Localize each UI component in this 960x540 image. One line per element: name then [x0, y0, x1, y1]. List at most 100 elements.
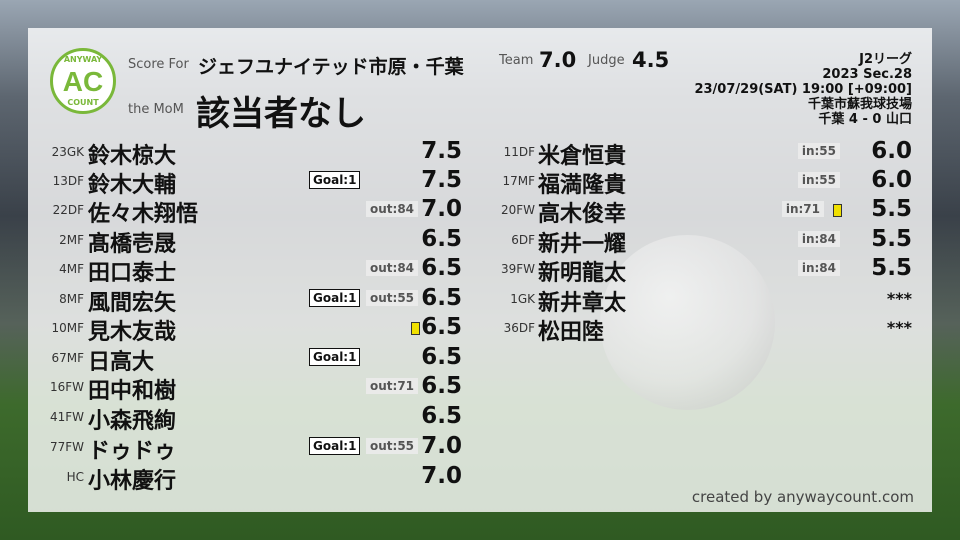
sub-position: 36DF — [503, 321, 535, 335]
player-name: 小森飛絢 — [88, 409, 177, 434]
sub-out-badge: out:55 — [366, 290, 419, 306]
player-row: 22DF 佐々木翔悟 out:84 7.0 — [0, 196, 470, 227]
player-score: 6.5 — [421, 226, 462, 252]
sub-in-badge: in:84 — [797, 260, 840, 276]
player-score: 7.0 — [421, 196, 462, 222]
player-score: 6.5 — [421, 373, 462, 399]
player-name: 鈴木椋大 — [88, 144, 177, 169]
sub-name: 松田陸 — [538, 320, 605, 345]
player-score: 6.5 — [421, 344, 462, 370]
sub-position: 20FW — [500, 203, 535, 217]
judge-label: Judge — [588, 53, 625, 68]
sub-position: 6DF — [511, 233, 535, 247]
player-name: 小林慶行 — [88, 469, 177, 494]
player-position: 23GK — [51, 145, 84, 159]
player-row: 8MF 風間宏矢 Goal:1 out:55 6.5 — [0, 285, 470, 316]
player-score: 7.5 — [421, 138, 462, 164]
team-name: ジェフユナイテッド市原・千葉 — [198, 56, 464, 78]
sub-position: 11DF — [503, 145, 535, 159]
sub-score: 5.5 — [871, 226, 912, 252]
yellow-card-icon — [411, 322, 420, 335]
player-score: 6.5 — [421, 403, 462, 429]
player-row: 41FW 小森飛絢 6.5 — [0, 403, 470, 434]
player-position: HC — [66, 470, 84, 484]
sub-name: 新井一耀 — [538, 232, 627, 257]
sub-row: 6DF 新井一耀 in:84 5.5 — [470, 226, 920, 257]
player-score: 6.5 — [421, 285, 462, 311]
judge-score: 4.5 — [632, 48, 670, 72]
player-position: 2MF — [59, 233, 84, 247]
sub-position gray: 1GK — [510, 292, 535, 306]
section: 2023 Sec.28 — [822, 67, 912, 82]
datetime: 23/07/29(SAT) 19:00 [+09:00] — [694, 82, 912, 97]
sub-name: 新明龍太 — [538, 261, 627, 286]
sub-name gray: 新井章太 — [538, 291, 627, 316]
sub-row: 11DF 米倉恒貴 in:55 6.0 — [470, 138, 920, 169]
sub-score: *** — [886, 289, 912, 308]
mom-value: 該当者なし — [196, 94, 366, 134]
sub-row: 1GK 新井章太 *** — [470, 285, 920, 316]
player-position: 13DF — [52, 174, 84, 188]
player-name: 日高大 — [88, 350, 155, 375]
player-position: 67MF — [51, 351, 84, 365]
player-position: 4MF — [59, 262, 84, 276]
sub-score: 5.5 — [871, 196, 912, 222]
player-position: 41FW — [49, 410, 84, 424]
player-name: 佐々木翔悟 — [88, 202, 199, 227]
player-name: ドゥドゥ — [88, 439, 177, 464]
sub-out-badge: out:84 — [366, 201, 419, 217]
player-row: 23GK 鈴木椋大 7.5 — [0, 138, 470, 169]
sub-row: 36DF 松田陸 *** — [470, 314, 920, 345]
sub-out-badge: out:84 — [366, 260, 419, 276]
sub-name: 福満隆貴 — [538, 173, 627, 198]
player-position: 16FW — [49, 380, 84, 394]
player-position: 22DF — [52, 203, 84, 217]
sub-in-badge: in:55 — [797, 172, 840, 188]
player-score: 7.5 — [421, 167, 462, 193]
player-row: 77FW ドゥドゥ Goal:1 out:55 7.0 — [0, 433, 470, 464]
goal-badge: Goal:1 — [309, 289, 361, 307]
sub-score: 6.0 — [871, 167, 912, 193]
yellow-card-icon — [833, 204, 842, 217]
player-name: 髙橋壱晟 — [88, 232, 177, 257]
soccer-ball-image — [600, 235, 775, 410]
sub-in-badge: in:84 — [797, 231, 840, 247]
team-score: 7.0 — [539, 48, 577, 72]
sub-score: 6.0 — [871, 138, 912, 164]
sub-row: 20FW 高木俊幸 in:71 5.5 — [470, 196, 920, 227]
player-row: 16FW 田中和樹 out:71 6.5 — [0, 373, 470, 404]
player-row: 10MF 見木友哉 6.5 — [0, 314, 470, 345]
player-position: 77FW — [49, 440, 84, 454]
player-score: 7.0 — [421, 433, 462, 459]
score-for-label: Score For — [128, 57, 189, 72]
logo-ac-text: AC — [62, 66, 104, 97]
sub-name: 米倉恒貴 — [538, 144, 627, 169]
credit-text: created by anywaycount.com — [691, 488, 914, 506]
result: 千葉 4 - 0 山口 — [818, 112, 912, 127]
team-label: Team — [499, 53, 534, 68]
player-name: 風間宏矢 — [88, 291, 177, 316]
player-row: HC 小林慶行 7.0 — [0, 463, 470, 494]
mom-label: the MoM — [128, 102, 184, 117]
player-row: 67MF 日高大 Goal:1 6.5 — [0, 344, 470, 375]
player-row: 13DF 鈴木大輔 Goal:1 7.5 — [0, 167, 470, 198]
sub-out-badge: out:71 — [366, 378, 419, 394]
goal-badge: Goal:1 — [309, 348, 361, 366]
anywaycount-logo: ANYWAY AC COUNT — [50, 48, 116, 114]
match-info: J2リーグ 2023 Sec.28 23/07/29(SAT) 19:00 [+… — [694, 52, 912, 127]
score-panel — [28, 28, 932, 512]
player-position: 10MF — [51, 321, 84, 335]
player-name: 鈴木大輔 — [88, 173, 177, 198]
venue: 千葉市蘇我球技場 — [807, 97, 912, 112]
sub-position: 39FW — [500, 262, 535, 276]
player-score: 6.5 — [421, 255, 462, 281]
sub-row: 39FW 新明龍太 in:84 5.5 — [470, 255, 920, 286]
player-position: 8MF — [59, 292, 84, 306]
player-row: 2MF 髙橋壱晟 6.5 — [0, 226, 470, 257]
sub-position: 17MF — [502, 174, 535, 188]
logo-bottom-text: COUNT — [67, 98, 99, 107]
player-score: 6.5 — [421, 314, 462, 340]
sub-in-badge: in:55 — [797, 143, 840, 159]
sub-name: 高木俊幸 — [538, 202, 627, 227]
sub-score: 5.5 — [871, 255, 912, 281]
